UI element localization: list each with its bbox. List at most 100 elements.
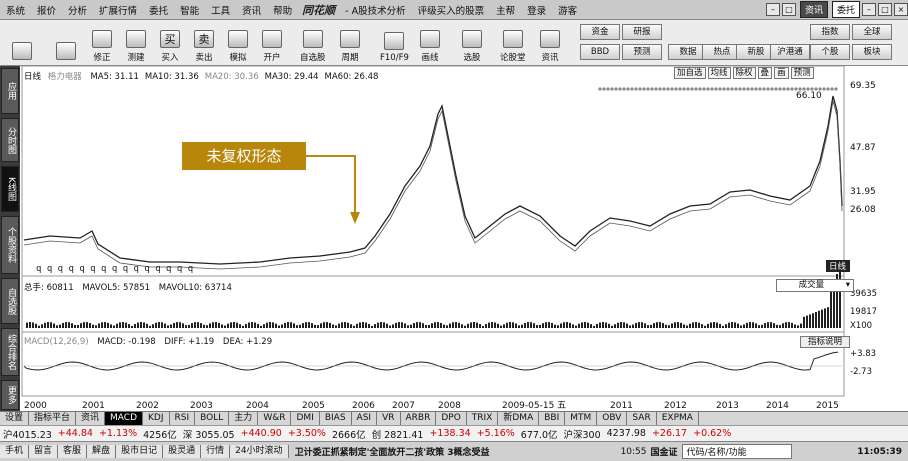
toolbar-button-up-down[interactable]: 修正 bbox=[92, 23, 112, 63]
indicator-explain-button[interactable]: 指标说明 bbox=[800, 336, 850, 348]
status-item-2[interactable]: 客服 bbox=[58, 445, 88, 458]
left-tab-2[interactable]: K线图 bbox=[1, 166, 19, 212]
quick-button-2[interactable]: 研报 bbox=[622, 24, 662, 40]
chart-button-0[interactable]: 加自选 bbox=[674, 67, 706, 79]
indicator-tab-14[interactable]: DPO bbox=[436, 412, 467, 425]
volume-bar bbox=[584, 322, 586, 328]
minimize-icon-app[interactable]: – bbox=[862, 3, 876, 16]
menu-item-0[interactable]: 系统 bbox=[6, 5, 26, 17]
volume-bar bbox=[593, 325, 595, 328]
chart-button-1[interactable]: 均线 bbox=[707, 67, 731, 79]
minimize-icon[interactable]: – bbox=[765, 3, 780, 16]
toolbar-button-clock[interactable]: 测建 bbox=[126, 23, 146, 63]
indicator-tab-7[interactable]: 主力 bbox=[229, 412, 259, 425]
indicator-tab-19[interactable]: OBV bbox=[597, 412, 628, 425]
menu-item-2[interactable]: 分析 bbox=[68, 5, 88, 17]
left-tab-4[interactable]: 自选股 bbox=[1, 278, 19, 324]
status-item-5[interactable]: 股灵通 bbox=[163, 445, 202, 458]
indicator-tab-5[interactable]: RSI bbox=[170, 412, 196, 425]
toolbar-button-hammer[interactable]: 模拟 bbox=[228, 23, 248, 63]
app-logo: 同花顺 bbox=[302, 3, 336, 17]
header-link-0[interactable]: 评级买入的股票 bbox=[417, 5, 485, 17]
menu-item-1[interactable]: 报价 bbox=[37, 5, 57, 17]
menu-item-4[interactable]: 委托 bbox=[149, 5, 169, 17]
left-tab-1[interactable]: 分时图 bbox=[1, 118, 19, 162]
toolbar-button-lock[interactable]: 开户 bbox=[262, 23, 282, 63]
restore-icon[interactable]: □ bbox=[781, 3, 796, 16]
indicator-tab-17[interactable]: BBI bbox=[539, 412, 566, 425]
status-item-1[interactable]: 留言 bbox=[29, 445, 59, 458]
header-link-1[interactable]: 主帮 bbox=[496, 5, 516, 17]
indicator-tab-2[interactable]: 资讯 bbox=[76, 412, 106, 425]
kline-chart-svg[interactable]: q q q q q q q q q q q q q q q 69.35 47.87 3… bbox=[20, 65, 908, 411]
indicator-tab-6[interactable]: BOLL bbox=[195, 412, 230, 425]
chart-button-2[interactable]: 除权 bbox=[732, 67, 756, 79]
menu-item-3[interactable]: 扩展行情 bbox=[99, 5, 138, 17]
menu-item-6[interactable]: 工具 bbox=[211, 5, 231, 17]
toolbar-button-cycle[interactable]: 周期 bbox=[340, 23, 360, 63]
indicator-tab-9[interactable]: DMI bbox=[291, 412, 320, 425]
toolbar-button-portfolio[interactable]: 自选股 bbox=[300, 23, 326, 63]
header-link-3[interactable]: 游客 bbox=[558, 5, 578, 17]
toolbar-button-forum[interactable]: 论股堂 bbox=[500, 23, 526, 63]
stock-name: 格力电器 bbox=[47, 72, 82, 82]
indicator-tab-12[interactable]: VR bbox=[377, 412, 401, 425]
quick-button-0[interactable]: 资金 bbox=[580, 24, 620, 40]
toolbar-button-news[interactable]: 资讯 bbox=[540, 23, 560, 63]
volume-bar bbox=[281, 324, 283, 328]
indicator-tab-3[interactable]: MACD bbox=[105, 412, 144, 425]
status-item-7[interactable]: 24小时滚动 bbox=[230, 445, 289, 458]
indicator-tab-15[interactable]: TRIX bbox=[467, 412, 499, 425]
indicator-tab-13[interactable]: ARBR bbox=[401, 412, 437, 425]
news-ticker[interactable]: 卫计委正抓紧制定'全面放开二孩'政策 3概念受益 bbox=[294, 448, 490, 458]
left-tab-3[interactable]: 个股资料 bbox=[1, 216, 19, 274]
indicator-tab-20[interactable]: SAR bbox=[627, 412, 657, 425]
volume-bar bbox=[713, 322, 715, 328]
indicator-tab-0[interactable]: 设置 bbox=[0, 412, 30, 425]
indicator-tab-11[interactable]: ASI bbox=[352, 412, 378, 425]
indicator-tab-18[interactable]: MTM bbox=[565, 412, 598, 425]
volume-indicator-dropdown[interactable]: 成交量 ▾ bbox=[776, 279, 854, 292]
right-tab-0[interactable]: 资讯 bbox=[799, 1, 828, 18]
chart-button-3[interactable]: 叠 bbox=[757, 67, 773, 79]
quick-button-10[interactable]: 全球 bbox=[852, 24, 892, 40]
menu-item-8[interactable]: 帮助 bbox=[273, 5, 293, 17]
indicator-tab-21[interactable]: EXPMA bbox=[657, 412, 699, 425]
indicator-tab-4[interactable]: KDJ bbox=[143, 412, 170, 425]
toolbar-button-pen[interactable]: 画线 bbox=[420, 23, 440, 63]
volume-bar bbox=[740, 325, 742, 328]
left-tab-5[interactable]: 综合排名 bbox=[1, 328, 19, 376]
toolbar-button-f10[interactable]: F10/F9 bbox=[380, 23, 409, 63]
left-tab-0[interactable]: 应用 bbox=[1, 68, 19, 114]
toolbar-button-grid[interactable] bbox=[12, 23, 32, 63]
chart-button-4[interactable]: 画 bbox=[774, 67, 789, 79]
quick-button-1[interactable]: BBD bbox=[580, 44, 620, 60]
chart-button-5[interactable]: 预测 bbox=[790, 67, 814, 79]
search-input[interactable]: 代码/名称/功能 bbox=[681, 444, 792, 459]
status-item-6[interactable]: 行情 bbox=[201, 445, 231, 458]
quick-button-11[interactable]: 板块 bbox=[852, 44, 892, 60]
toolbar-button-select[interactable]: 选股 bbox=[462, 23, 482, 63]
toolbar-button-buy[interactable]: 买买入 bbox=[160, 23, 180, 63]
toolbar-button-back-arrow[interactable] bbox=[56, 23, 76, 63]
status-item-0[interactable]: 手机 bbox=[0, 445, 30, 458]
header-link-2[interactable]: 登录 bbox=[527, 5, 547, 17]
indicator-tab-8[interactable]: W&R bbox=[258, 412, 292, 425]
menu-item-5[interactable]: 智能 bbox=[180, 5, 200, 17]
maximize-icon-app[interactable]: □ bbox=[878, 3, 892, 16]
quick-button-8[interactable]: 指数 bbox=[810, 24, 850, 40]
menu-item-7[interactable]: 资讯 bbox=[242, 5, 262, 17]
quick-button-7[interactable]: 沪港通 bbox=[770, 44, 810, 60]
close-icon-app[interactable]: × bbox=[894, 3, 908, 16]
quick-button-3[interactable]: 预测 bbox=[622, 44, 662, 60]
status-item-4[interactable]: 股市日记 bbox=[116, 445, 164, 458]
indicator-tab-10[interactable]: BIAS bbox=[320, 412, 352, 425]
toolbar-button-sell[interactable]: 卖卖出 bbox=[194, 23, 214, 63]
left-tab-6[interactable]: 更多 bbox=[1, 380, 19, 410]
status-item-3[interactable]: 解盘 bbox=[87, 445, 117, 458]
indicator-tab-1[interactable]: 指标平台 bbox=[29, 412, 77, 425]
indicator-tab-16[interactable]: 新DMA bbox=[498, 412, 540, 425]
volume-bar bbox=[218, 322, 220, 328]
quick-button-9[interactable]: 个股 bbox=[810, 44, 850, 60]
right-tab-1[interactable]: 委托 bbox=[831, 1, 860, 18]
